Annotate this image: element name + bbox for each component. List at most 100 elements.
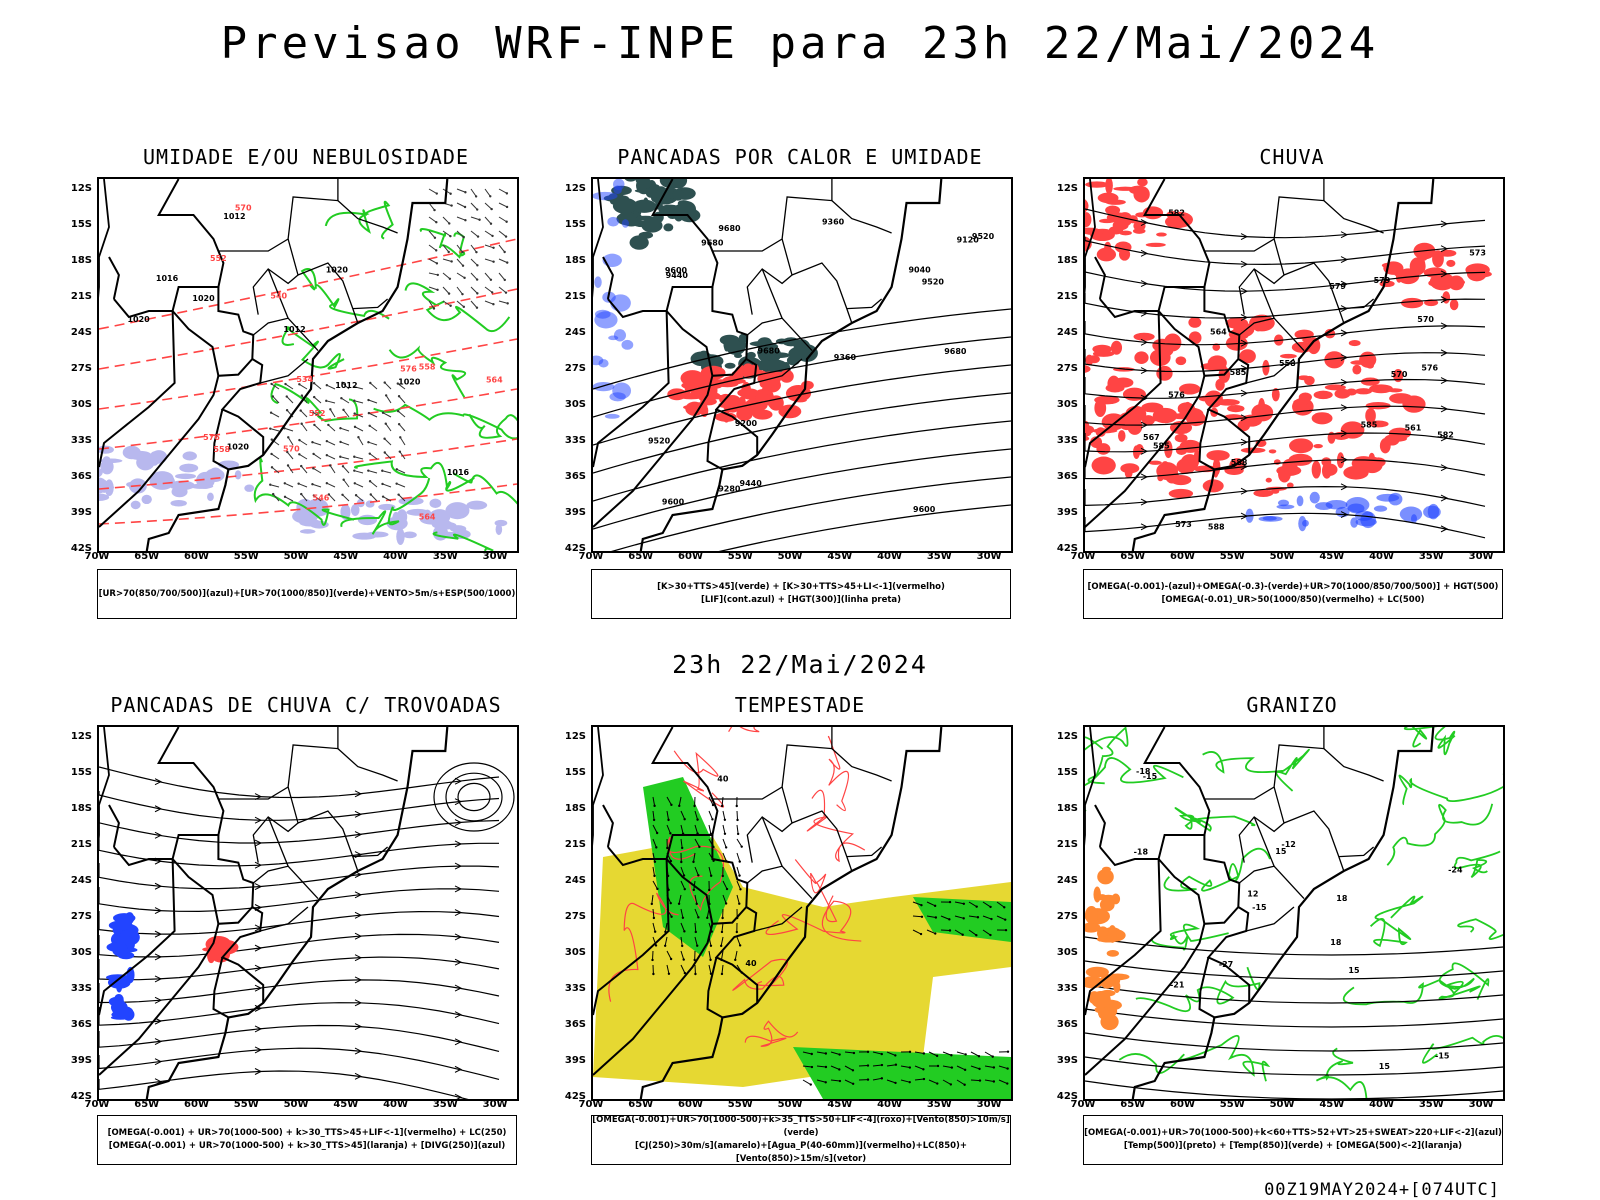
contour-label: 1012	[223, 212, 245, 221]
contour-label: 588	[1231, 458, 1248, 467]
lat-tick-label: 36S	[1056, 1019, 1078, 1030]
lat-tick-label: 24S	[1056, 327, 1078, 338]
lon-tick-label: 50W	[283, 1099, 309, 1110]
contour-label: -18	[1134, 848, 1149, 857]
lon-tick-label: 55W	[727, 551, 753, 562]
lon-tick-label: 50W	[777, 1099, 803, 1110]
contour-label: 561	[1405, 423, 1422, 432]
map-chuva: 588 585 585 588 582 579 576 573 570 567 564 561 558 5…	[1083, 177, 1505, 553]
legend-umidade: [UR>70(850/700/500)](azul)+[UR>70(1000/8…	[97, 569, 517, 619]
lat-tick-label: 36S	[1056, 471, 1078, 482]
legend-line: [OMEGA(-0.001)+UR>70(1000-500)+k<60+TTS>…	[1084, 1128, 1502, 1138]
lat-tick-label: 21S	[70, 291, 92, 302]
lat-tick-label: 12S	[70, 731, 92, 742]
contour-label: 1016	[156, 274, 179, 283]
legend-line: [OMEGA(-0.001)+UR>70(1000-500)+k>35_TTS>…	[592, 1115, 1010, 1138]
legend-line: [K>30+TTS>45](verde) + [K>30+TTS>45+LI<-…	[657, 582, 945, 592]
lon-tick-label: 50W	[777, 551, 803, 562]
lat-tick-label: 39S	[564, 1055, 586, 1066]
contour-label: 558	[1279, 359, 1296, 368]
contour-label: 579	[1329, 282, 1346, 291]
lat-tick-label: 21S	[564, 291, 586, 302]
legend-pancadas-calor: [K>30+TTS>45](verde) + [K>30+TTS>45+LI<-…	[591, 569, 1011, 619]
contour-label: 1020	[127, 315, 150, 324]
contour-label: 9200	[735, 419, 758, 428]
contour-label: 1012	[335, 381, 357, 390]
contour-label: 540	[270, 292, 287, 301]
lon-tick-label: 65W	[1120, 1099, 1146, 1110]
lat-tick-label: 15S	[70, 219, 92, 230]
contour-label: 576	[400, 364, 417, 373]
contour-label: 558	[213, 445, 230, 454]
lon-tick-label: 40W	[1369, 1099, 1395, 1110]
lat-tick-label: 15S	[564, 219, 586, 230]
lat-tick-label: 27S	[1056, 911, 1078, 922]
lat-tick-label: 36S	[564, 1019, 586, 1030]
lon-tick-label: 55W	[1219, 1099, 1245, 1110]
contour-label: 9440	[740, 479, 763, 488]
lon-tick-label: 35W	[432, 551, 458, 562]
lat-tick-label: 27S	[564, 911, 586, 922]
contour-label: 579	[1374, 276, 1391, 285]
contour-label: 9520	[648, 436, 671, 445]
contour-label: 570	[235, 203, 252, 212]
contour-label: 564	[1210, 328, 1227, 337]
contour-label: 585	[1153, 441, 1170, 450]
contour-label: 582	[1168, 209, 1185, 218]
contour-label: 15	[1379, 1062, 1391, 1071]
map-umidade: 1020 1016 1012 1012 1020 1020 1020 1012 1016 1020…	[97, 177, 519, 553]
legend-line: [OMEGA(-0.01)_UR>50(1000/850)(vermelho) …	[1161, 595, 1425, 605]
lat-tick-label: 33S	[1056, 983, 1078, 994]
lat-tick-label: 12S	[564, 183, 586, 194]
contour-label: -21	[1170, 981, 1185, 990]
lon-tick-label: 30W	[1468, 551, 1494, 562]
lat-tick-label: 27S	[564, 363, 586, 374]
lat-tick-label: 18S	[70, 255, 92, 266]
legend-tempestade: [OMEGA(-0.001)+UR>70(1000-500)+k>35_TTS>…	[591, 1115, 1011, 1165]
lat-tick-label: 21S	[1056, 839, 1078, 850]
lat-tick-label: 21S	[70, 839, 92, 850]
legend-chuva: [OMEGA(-0.001)-(azul)+OMEGA(-0.3)-(verde…	[1083, 569, 1503, 619]
contour-label: 1020	[192, 294, 215, 303]
panel-title-trovoadas: PANCADAS DE CHUVA C/ TROVOADAS	[110, 693, 502, 717]
lat-tick-label: 15S	[70, 767, 92, 778]
lat-tick-label: 27S	[1056, 363, 1078, 374]
lat-tick-label: 27S	[70, 363, 92, 374]
lat-tick-label: 33S	[564, 435, 586, 446]
lat-tick-label: 18S	[564, 255, 586, 266]
legend-trovoadas: [OMEGA(-0.001) + UR>70(1000-500) + k>30_…	[97, 1115, 517, 1165]
lon-tick-label: 30W	[482, 1099, 508, 1110]
contour-label: 552	[309, 409, 326, 418]
contour-label: 588	[1208, 523, 1225, 532]
contour-label: -18	[1136, 767, 1151, 776]
lon-tick-label: 65W	[628, 1099, 654, 1110]
contour-label: -12	[1281, 840, 1295, 849]
lat-tick-label: 30S	[1056, 399, 1078, 410]
contour-label: 534	[296, 375, 313, 384]
lon-tick-label: 60W	[1170, 1099, 1195, 1110]
contour-label: 9040	[908, 265, 931, 274]
map-tempestade: 40 40	[591, 725, 1013, 1101]
legend-line: [OMEGA(-0.001) + UR>70(1000-500) + k>30_…	[108, 1141, 506, 1151]
contour-label: 558	[419, 362, 436, 371]
contour-label: 573	[1469, 248, 1486, 257]
lat-tick-label: 24S	[70, 327, 92, 338]
map-canvas-tempestade: 40 40	[593, 727, 1011, 1099]
panel-title-granizo: GRANIZO	[1246, 693, 1338, 717]
legend-granizo: [OMEGA(-0.001)+UR>70(1000-500)+k<60+TTS>…	[1083, 1115, 1503, 1165]
lat-tick-label: 33S	[1056, 435, 1078, 446]
map-trovoadas	[97, 725, 519, 1101]
contour-label: 9600	[913, 505, 936, 514]
lat-tick-label: 30S	[70, 947, 92, 958]
contour-label: 18	[1330, 938, 1342, 947]
lat-tick-label: 15S	[1056, 767, 1078, 778]
panel-title-tempestade: TEMPESTADE	[734, 693, 866, 717]
lat-tick-label: 30S	[1056, 947, 1078, 958]
lat-tick-label: 33S	[70, 983, 92, 994]
lon-tick-label: 60W	[184, 551, 209, 562]
contour-label: 1020	[227, 443, 250, 452]
contour-label: 9680	[758, 346, 781, 355]
panel-title-chuva: CHUVA	[1259, 145, 1325, 169]
lat-tick-label: 33S	[70, 435, 92, 446]
